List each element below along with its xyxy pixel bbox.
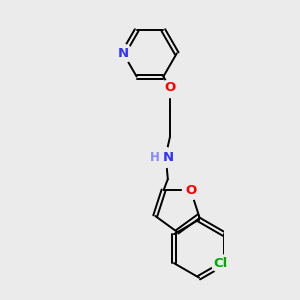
Text: Cl: Cl	[213, 256, 227, 270]
Text: O: O	[185, 184, 196, 197]
Text: H: H	[150, 151, 160, 164]
Text: N: N	[118, 47, 129, 60]
Text: O: O	[164, 81, 176, 94]
Text: N: N	[163, 151, 174, 164]
